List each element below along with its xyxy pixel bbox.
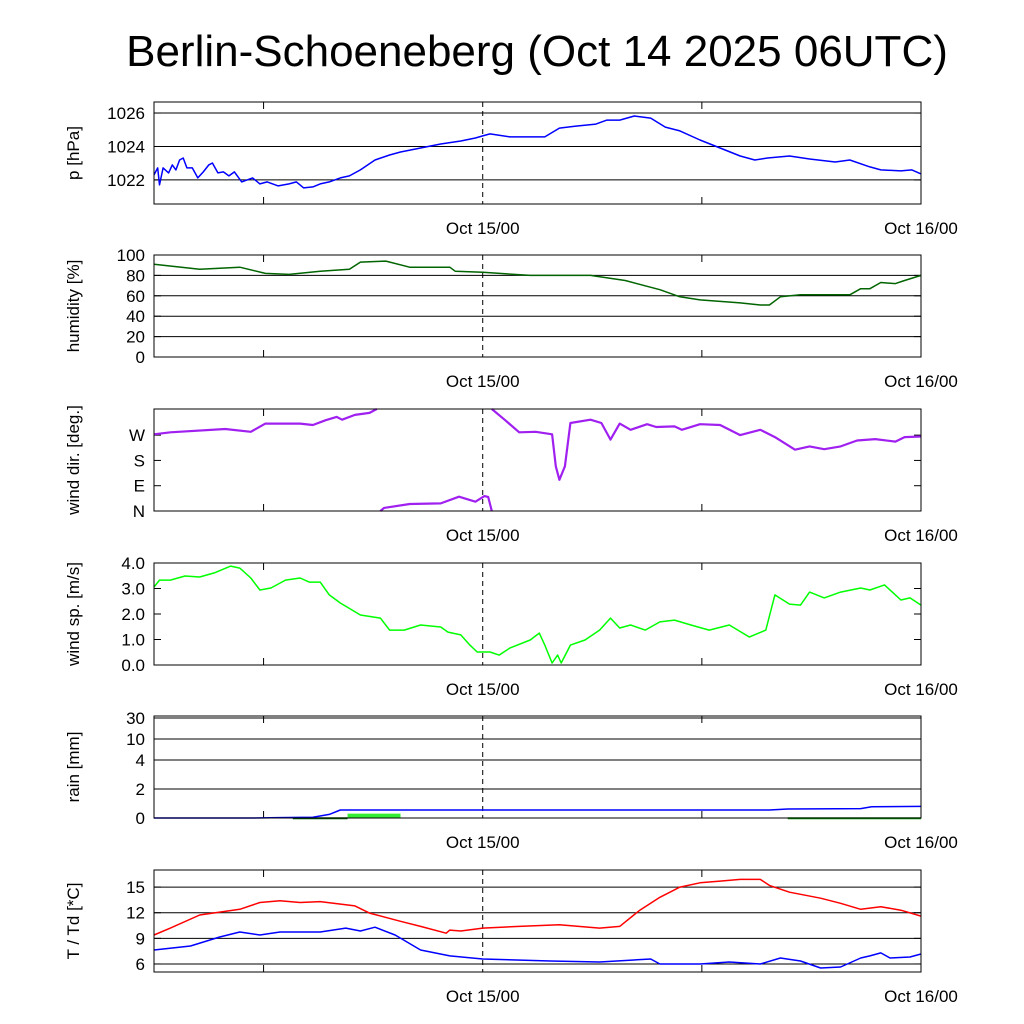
rain-bar: [347, 813, 401, 818]
series-line-temperature: [153, 878, 922, 936]
plot-frame: [153, 715, 922, 819]
panel-pressure: 1022 1024 1026 Oct 15/00 Oct 16/00 p [hPa]: [64, 101, 958, 238]
plot-frame: [153, 869, 922, 973]
y-axis-label: wind dir. [deg.]: [64, 405, 83, 516]
x-tick-label: Oct 16/00: [884, 526, 958, 545]
x-tick-label: Oct 15/00: [446, 526, 520, 545]
series-line-wind-direction: [491, 408, 922, 481]
y-tick-label: 30: [126, 709, 145, 728]
panel-rain: 0 2 4 10 30 Oct 15/00 Oct 16/00 rain [mm]: [64, 709, 958, 852]
x-tick-label: Oct 15/00: [446, 372, 520, 391]
plot-frame: [153, 101, 922, 205]
y-tick-label: 0.0: [121, 656, 145, 675]
y-tick-label: 0: [136, 348, 145, 367]
series-line-dew-point: [153, 926, 922, 969]
x-tick-label: Oct 15/00: [446, 680, 520, 699]
y-tick-label: W: [129, 426, 145, 445]
series-line-relative-humidity: [153, 260, 922, 306]
y-tick-label: 40: [126, 307, 145, 326]
plot-frame: [153, 408, 922, 512]
x-tick-label: Oct 16/00: [884, 833, 958, 852]
x-tick-label: Oct 16/00: [884, 372, 958, 391]
y-tick-label: 15: [126, 878, 145, 897]
y-tick-label: 1026: [107, 104, 145, 123]
x-tick-label: Oct 16/00: [884, 219, 958, 238]
y-tick-label: 12: [126, 904, 145, 923]
series-line-wind-direction: [379, 495, 493, 512]
plot-frame: [153, 562, 922, 666]
y-axis-label: humidity [%]: [64, 260, 83, 353]
y-axis-label: rain [mm]: [64, 732, 83, 803]
series-line-wind-speed: [153, 565, 922, 664]
y-tick-label: N: [133, 502, 145, 521]
series-line-pressure: [153, 115, 922, 189]
y-tick-label: 4: [136, 751, 145, 770]
x-tick-label: Oct 16/00: [884, 987, 958, 1006]
y-tick-label: 0: [136, 809, 145, 828]
panel-wind-speed: 0.0 1.0 2.0 3.0 4.0 Oct 15/00 Oct 16/00 wind sp…: [64, 554, 958, 699]
y-tick-label: 80: [126, 266, 145, 285]
y-tick-label: 10: [126, 730, 145, 749]
x-tick-label: Oct 15/00: [446, 833, 520, 852]
y-tick-label: 60: [126, 287, 145, 306]
y-tick-label: 2.0: [121, 605, 145, 624]
x-tick-label: Oct 15/00: [446, 987, 520, 1006]
y-axis-label: p [hPa]: [64, 126, 83, 180]
y-tick-label: 6: [136, 955, 145, 974]
y-tick-label: 20: [126, 328, 145, 347]
series-line-wind-direction: [153, 408, 378, 436]
plot-frame: [153, 254, 922, 358]
y-tick-label: 9: [136, 929, 145, 948]
x-tick-label: Oct 15/00: [446, 219, 520, 238]
y-tick-label: 1.0: [121, 631, 145, 650]
y-tick-label: 1022: [107, 171, 145, 190]
y-tick-label: 2: [136, 780, 145, 799]
chart-title: Berlin-Schoeneberg (Oct 14 2025 06UTC): [126, 27, 948, 76]
y-tick-label: 4.0: [121, 554, 145, 573]
y-tick-label: 1024: [107, 137, 145, 156]
y-tick-label: 3.0: [121, 580, 145, 599]
y-tick-label: 100: [117, 246, 145, 265]
series-line-accumulated-rain: [154, 805, 922, 819]
panel-temperature: 6 9 12 15 Oct 15/00 Oct 16/00 T / Td [*C]: [64, 869, 958, 1006]
x-tick-label: Oct 16/00: [884, 680, 958, 699]
y-tick-label: E: [134, 477, 145, 496]
y-axis-label: wind sp. [m/s]: [64, 562, 83, 667]
y-axis-label: T / Td [*C]: [64, 883, 83, 960]
y-tick-label: S: [134, 451, 145, 470]
